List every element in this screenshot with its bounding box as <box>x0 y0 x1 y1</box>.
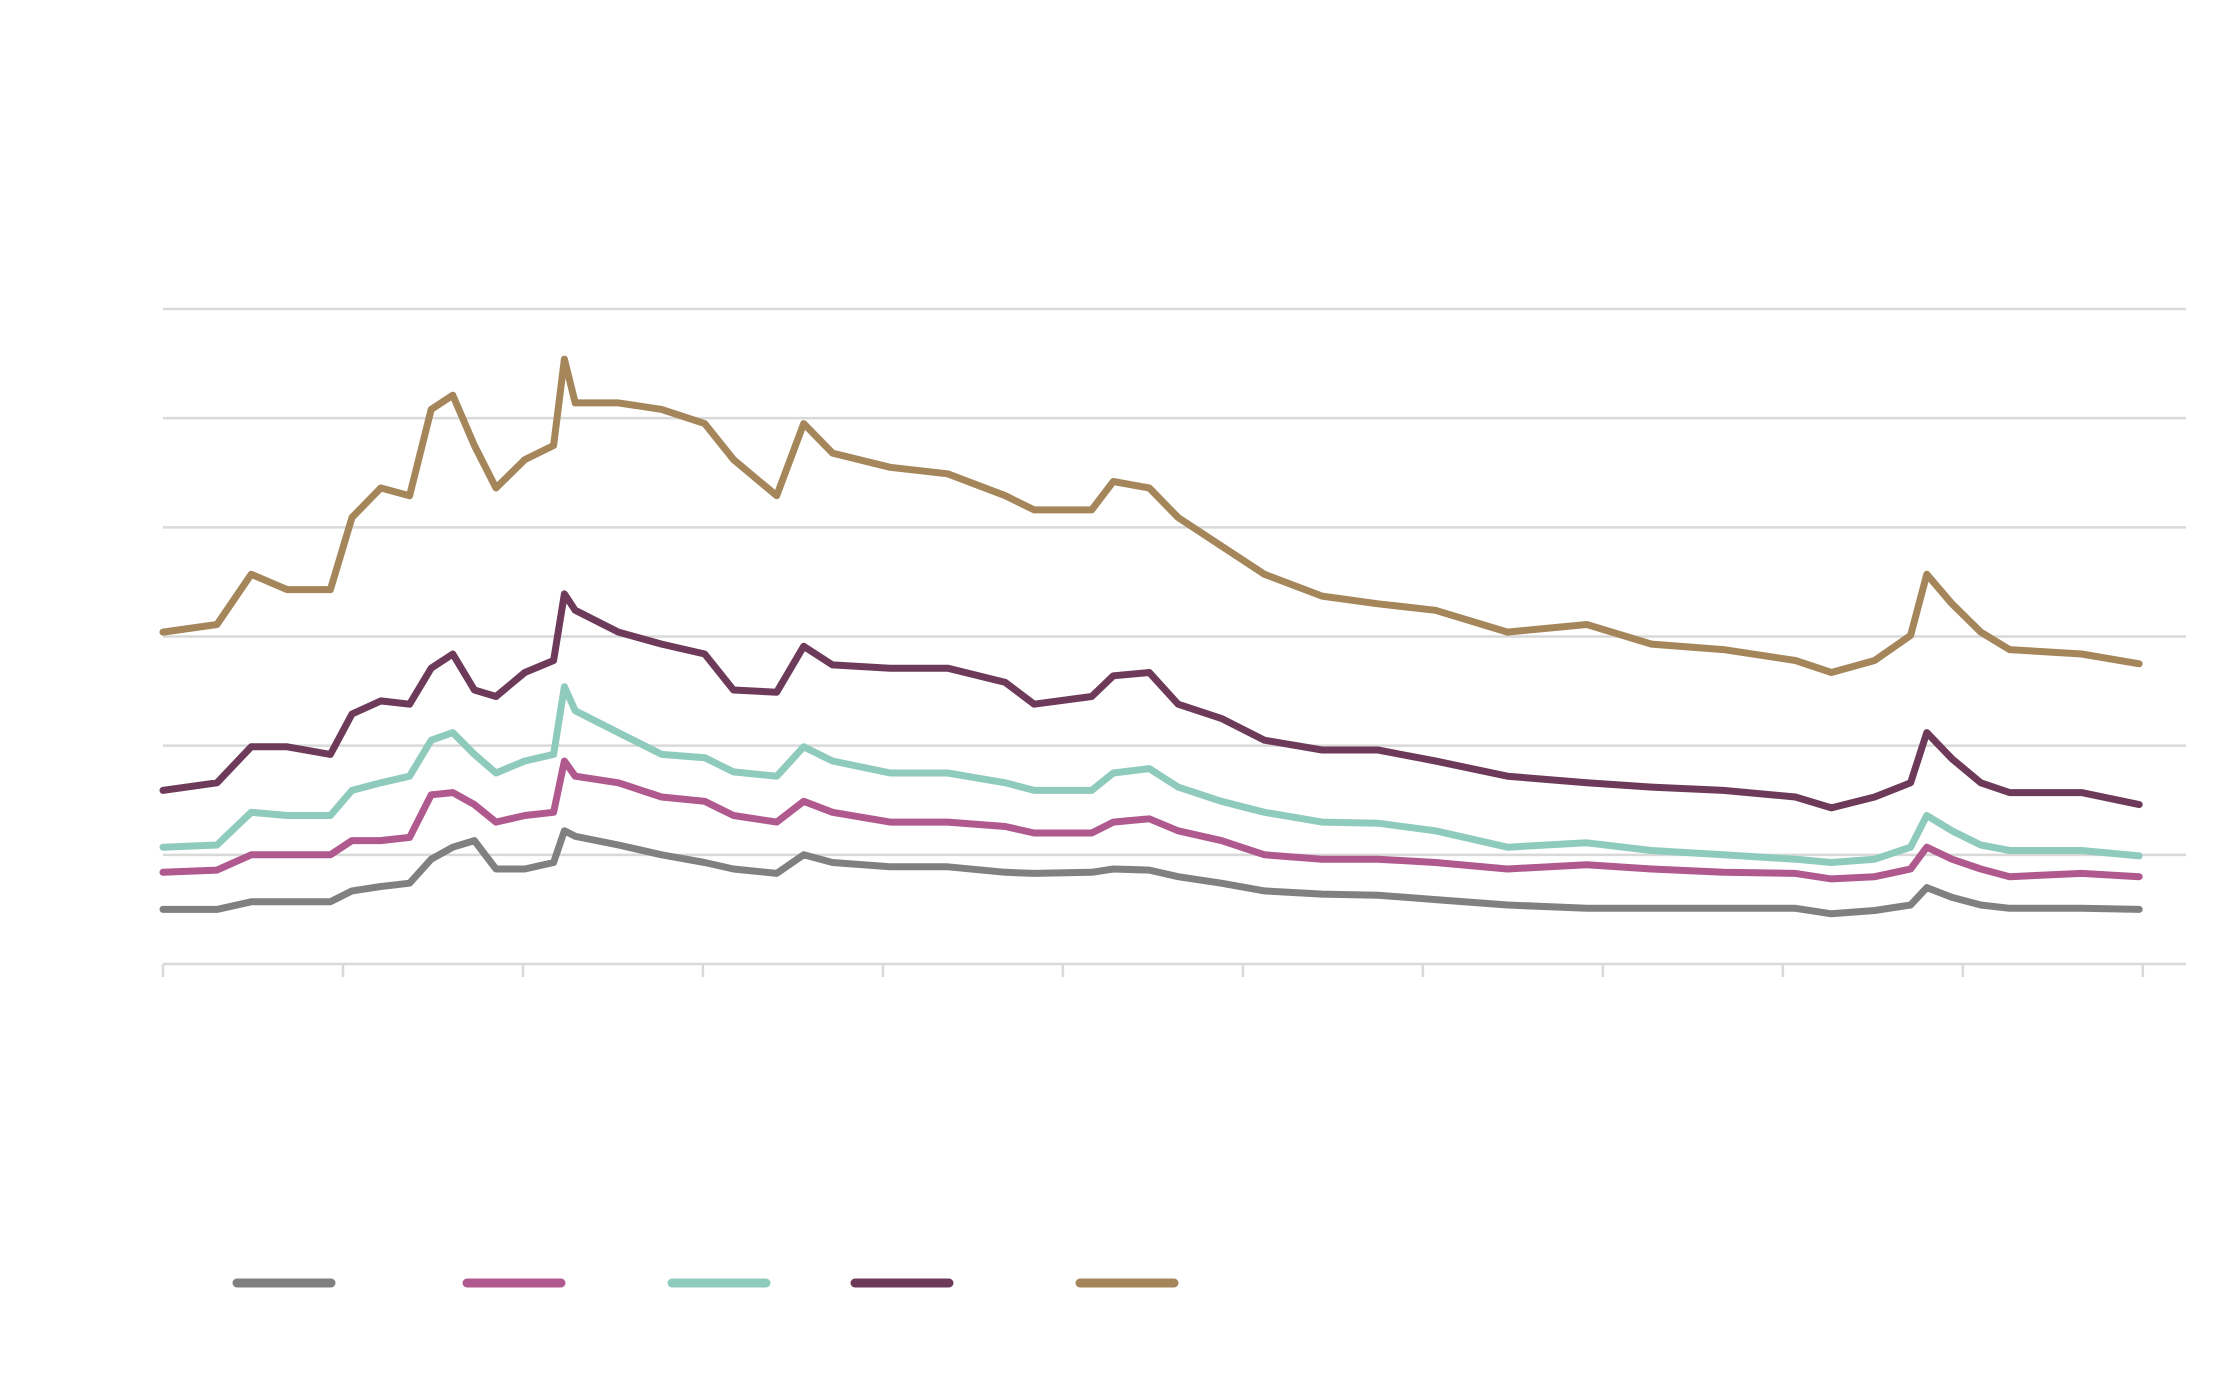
series-line <box>159 683 2143 866</box>
series-line <box>159 757 2143 883</box>
series-line <box>159 355 2143 676</box>
series-line <box>159 827 2143 918</box>
series-line <box>159 590 2143 812</box>
